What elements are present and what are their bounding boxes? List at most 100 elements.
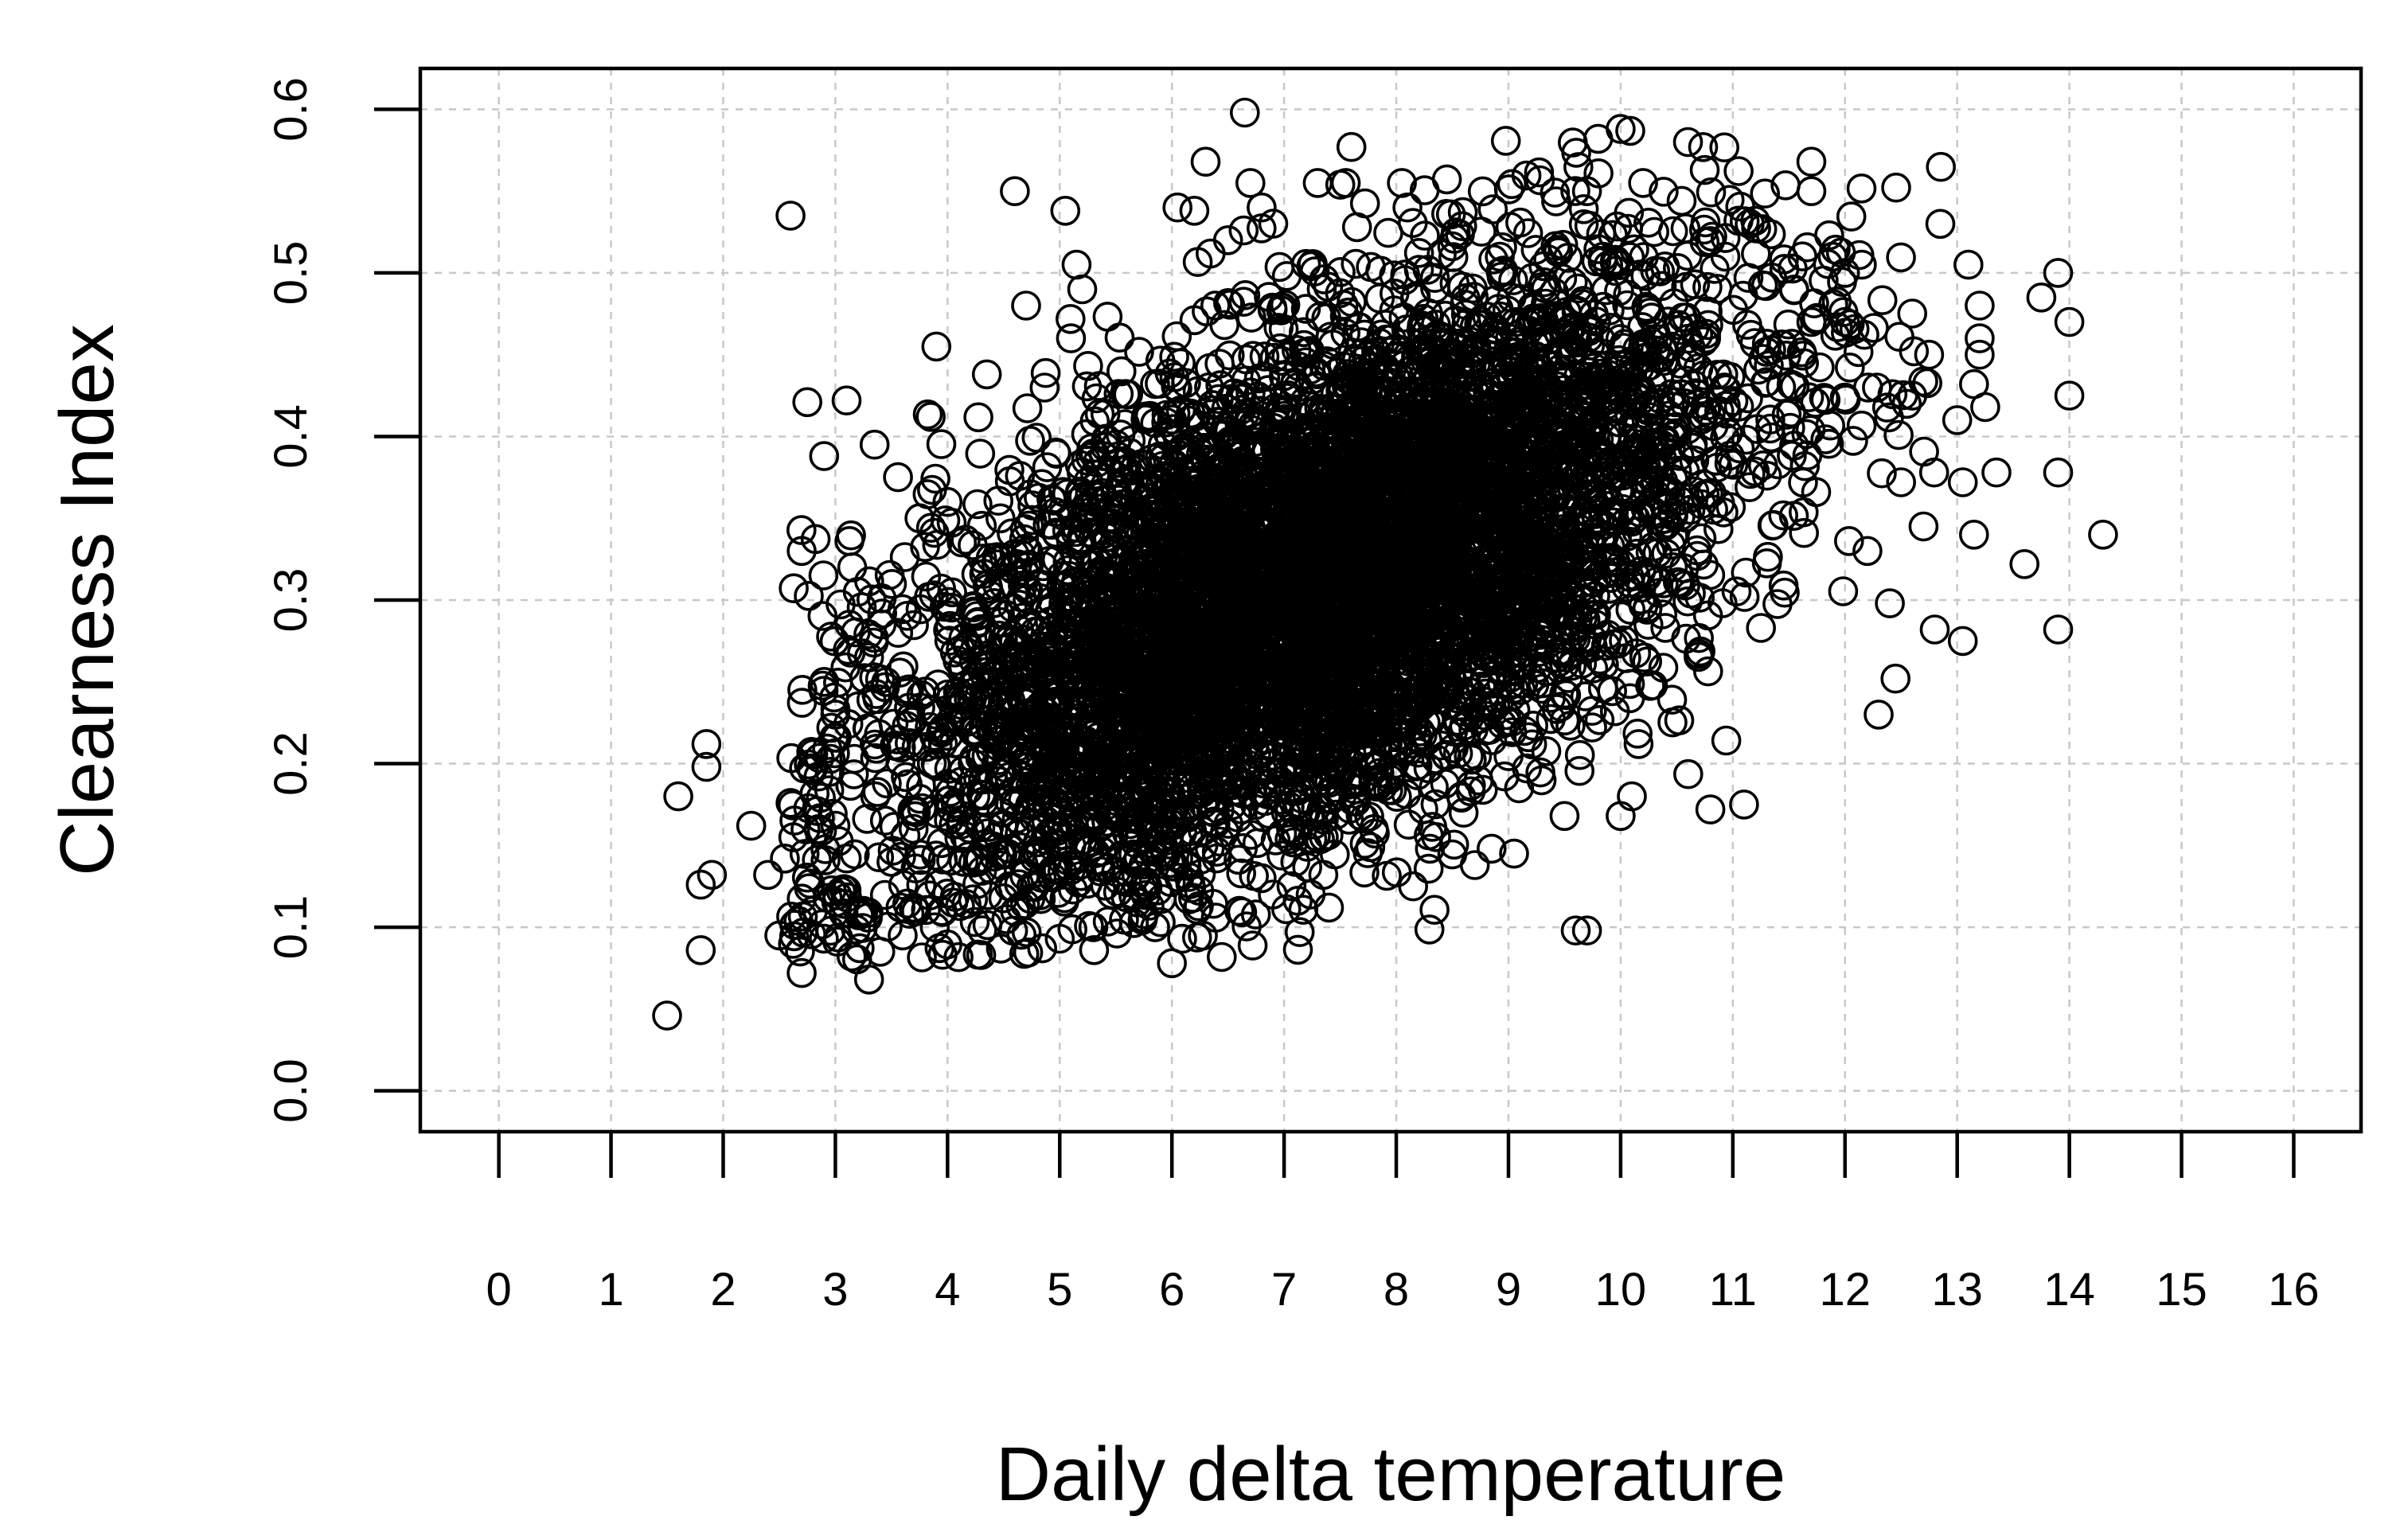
data-point (1215, 384, 1246, 415)
data-point (1886, 242, 1916, 273)
data-point (1615, 115, 1645, 146)
data-point (1693, 656, 1723, 687)
data-point (1676, 343, 1707, 374)
data-point (1657, 216, 1688, 247)
data-point (1649, 177, 1679, 207)
data-point (852, 804, 882, 834)
data-point (1773, 309, 1804, 340)
data-point (1614, 669, 1645, 700)
data-point (1751, 460, 1782, 491)
data-point (1702, 274, 1733, 304)
data-point (1584, 704, 1615, 735)
data-point (1711, 725, 1742, 756)
data-point (1414, 914, 1445, 945)
data-point (967, 915, 997, 945)
data-point (1207, 941, 1237, 973)
data-point (1349, 828, 1380, 859)
data-point (911, 561, 942, 592)
data-point (1413, 853, 1444, 884)
data-point (1092, 302, 1123, 332)
data-point (1264, 251, 1295, 283)
data-point (1714, 185, 1745, 215)
data-point (1438, 829, 1469, 860)
data-point (1909, 436, 1939, 467)
data-point (1454, 702, 1485, 733)
data-point (1828, 576, 1859, 606)
data-point (1124, 337, 1154, 367)
data-point (1723, 156, 1754, 186)
data-point (1490, 126, 1521, 156)
data-point (1284, 917, 1315, 947)
data-point (1029, 372, 1060, 403)
data-point (1561, 138, 1591, 168)
data-point (1881, 172, 1911, 203)
data-point (1159, 341, 1189, 372)
data-point (1862, 372, 1892, 403)
data-point (1541, 186, 1571, 216)
data-point (1622, 718, 1653, 749)
data-point (1689, 154, 1720, 185)
data-point (1431, 164, 1462, 195)
data-point (963, 402, 993, 433)
data-point (1447, 197, 1478, 228)
data-point (1577, 696, 1607, 727)
data-point (794, 580, 824, 611)
data-point (1686, 523, 1717, 554)
data-point (1032, 452, 1063, 482)
data-point (1040, 437, 1071, 468)
data-point (1540, 177, 1571, 208)
data-point (1581, 246, 1612, 277)
data-point (1442, 738, 1473, 769)
data-point (1741, 239, 1771, 269)
data-point (1545, 692, 1576, 722)
data-point (1114, 438, 1145, 469)
data-point (1228, 215, 1259, 246)
data-point (958, 848, 989, 878)
data-point (1079, 935, 1110, 965)
data-point (836, 520, 866, 551)
data-point (872, 768, 902, 799)
data-point (1670, 456, 1700, 486)
data-point (787, 674, 818, 705)
data-point (1526, 765, 1557, 796)
data-point (1104, 322, 1135, 353)
data-point (1410, 220, 1440, 251)
data-point (1015, 425, 1045, 456)
data-point (1192, 296, 1222, 327)
data-point (1656, 434, 1686, 465)
data-point (1753, 541, 1783, 572)
data-point (1564, 739, 1595, 770)
data-point (1709, 132, 1739, 162)
data-point (786, 515, 817, 545)
data-point (1512, 218, 1544, 248)
data-point (809, 923, 839, 954)
data-point (1046, 598, 1076, 629)
data-point (994, 454, 1024, 485)
data-point (1290, 294, 1321, 324)
data-point (946, 527, 978, 558)
data-point (1373, 217, 1403, 248)
data-point (965, 439, 996, 469)
data-point (1703, 513, 1734, 544)
data-point (889, 542, 920, 572)
data-point (1649, 345, 1679, 376)
data-point (1294, 336, 1325, 366)
data-point (1615, 594, 1646, 626)
data-point (1843, 337, 1874, 368)
data-point (1109, 904, 1139, 935)
data-point (1707, 588, 1738, 618)
data-point (1688, 132, 1719, 162)
data-point (1711, 374, 1742, 405)
data-point (1006, 919, 1037, 950)
data-point (926, 429, 957, 459)
data-point (1560, 176, 1590, 206)
data-point (1729, 582, 1760, 612)
data-point (1213, 287, 1243, 318)
data-point (1789, 517, 1819, 548)
data-point (1661, 418, 1692, 449)
data-point (1859, 313, 1889, 343)
data-point (1834, 525, 1864, 556)
data-point (1201, 843, 1232, 874)
data-point (1671, 271, 1701, 302)
data-point (838, 759, 869, 789)
